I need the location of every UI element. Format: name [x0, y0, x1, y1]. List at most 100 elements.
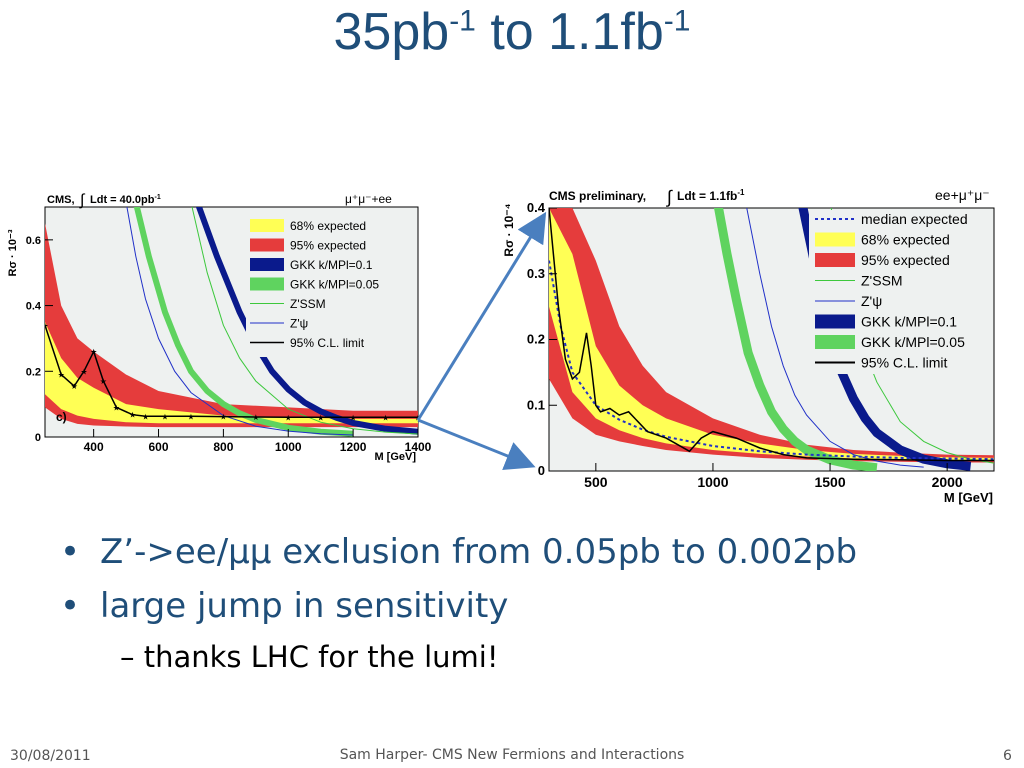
L-legend-label: GKK k/MPl=0.1	[290, 258, 373, 272]
bullet-text: Z’->ee/μμ exclusion from 0.05pb to 0.002…	[100, 532, 858, 572]
footer-center: Sam Harper- CMS New Fermions and Interac…	[339, 747, 685, 763]
bullet-text: large jump in sensitivity	[100, 586, 509, 626]
L-curve-gkk-005	[133, 207, 354, 437]
R-xtick-label: 2000	[932, 474, 963, 490]
plot-right-channel: ee+μ⁺μ⁻	[935, 187, 990, 203]
L-band-68-expected	[45, 322, 418, 424]
L-xtick-label: 800	[213, 440, 233, 454]
R-legend-label: 68% expected	[861, 232, 950, 248]
L-legend-label: GKK k/MPl=0.05	[290, 278, 379, 292]
plot-right-1fb: 500 1000 1500 2000 0 0.1 0.2 0.3 0.4 CMS prelimi…	[497, 178, 1001, 513]
plot-left-ylabel: Rσ · 10⁻³	[7, 229, 19, 276]
slide-title: 35pb-1 to 1.1fb-1	[333, 3, 691, 61]
bullet-item: • Z’->ee/μμ exclusion from 0.05pb to 0.00…	[60, 532, 858, 572]
L-xtick-label: 600	[149, 440, 169, 454]
L-legend-label: 68% expected	[290, 219, 366, 233]
L-legend-label: 95% C.L. limit	[290, 336, 365, 350]
limit-marker: ★	[100, 377, 107, 386]
arrow-to-top	[416, 211, 547, 421]
R-curve-zpsi	[746, 208, 924, 468]
plot-left-40pb: ★★★★★★★★★★★★★★★★★★ 400600800100012001400…	[0, 185, 440, 465]
R-ytick-label: 0.1	[527, 397, 545, 412]
footer-page: 6	[1003, 748, 1012, 764]
L-curve-zssm	[191, 207, 418, 435]
limit-marker: ★	[220, 413, 227, 422]
plot-left-header: CMS,	[47, 194, 75, 206]
integral-sign: ∫	[79, 192, 86, 209]
limit-marker: ★	[350, 413, 357, 422]
limit-marker: ★	[382, 413, 389, 422]
L-ytick-label: 0.2	[26, 366, 41, 378]
L-xtick-label: 1200	[340, 440, 367, 454]
plot-left-xlabel: M [GeV]	[374, 451, 416, 463]
L-ytick-label: 0.6	[26, 235, 41, 247]
R-xtick-label: 1500	[814, 474, 845, 490]
R-legend-label: Z'ψ	[861, 293, 882, 309]
L-curve-zpsi	[126, 207, 354, 436]
R-band-95-expected	[549, 208, 994, 463]
L-curve-95cl-limit	[45, 325, 418, 419]
limit-marker: ★	[129, 411, 136, 420]
L-curve-gkk-01	[195, 207, 418, 435]
bullet-list: • Z’->ee/μμ exclusion from 0.05pb to 0.00…	[60, 532, 980, 674]
L-xtick-label: 1400	[405, 440, 432, 454]
limit-marker: ★	[142, 412, 149, 421]
limit-marker: ★	[285, 413, 292, 422]
limit-marker: ★	[80, 367, 87, 376]
L-legend-swatch	[250, 219, 284, 232]
limit-marker: ★	[317, 413, 324, 422]
limit-marker: ★	[187, 412, 194, 421]
R-legend-label: 95% C.L. limit	[861, 355, 947, 371]
R-ytick-label: 0.2	[527, 332, 545, 347]
R-legend-label: GKK k/MPl=0.1	[861, 314, 957, 330]
L-legend-swatch	[250, 258, 284, 271]
integral-sign: ∫	[665, 187, 673, 207]
plot-left-channel: μ⁺μ⁻+ee	[345, 192, 392, 206]
R-legend-swatch	[815, 232, 855, 247]
R-curve-gkk-005	[713, 208, 878, 471]
R-curve-95cl-limit	[549, 208, 994, 462]
L-legend-label: Z'SSM	[290, 297, 326, 311]
R-legend-swatch	[815, 335, 855, 349]
L-legend-label: Z'ψ	[290, 317, 308, 331]
limit-marker: ★	[252, 413, 259, 422]
L-ytick-label: 0	[35, 432, 41, 444]
R-legend-swatch	[815, 314, 855, 329]
plot-left-lumi: Ldt = 40.0pb-1	[90, 194, 161, 206]
R-legend-label: 95% expected	[861, 252, 950, 268]
limit-marker: ★	[414, 413, 421, 422]
sub-bullet: – thanks LHC for the lumi!	[120, 640, 499, 674]
R-legend-label: GKK k/MPl=0.05	[861, 334, 965, 350]
plot-left-legend: 68% expected 95% expected GKK k/MPl=0.1 GKK…	[250, 219, 379, 350]
L-ytick-label: 0.4	[26, 301, 42, 313]
arrow-to-bottom	[417, 418, 536, 470]
R-curve-median-expected	[549, 260, 994, 461]
plot-right-xlabel: M [GeV]	[944, 490, 993, 505]
bullet-item: • large jump in sensitivity	[60, 586, 509, 626]
R-legend-label: Z'SSM	[861, 273, 903, 289]
R-legend-label: median expected	[861, 211, 968, 227]
plot-left-panel-label: c)	[56, 410, 67, 424]
L-legend-swatch	[250, 238, 284, 252]
R-ytick-label: 0.4	[527, 200, 546, 215]
plot-right-header: CMS preliminary,	[549, 189, 646, 203]
L-xtick-label: 400	[84, 440, 104, 454]
limit-marker: ★	[90, 348, 97, 357]
R-xtick-label: 1000	[697, 474, 728, 490]
R-legend-swatch	[815, 253, 855, 267]
plot-right-legend: median expected 68% expected 95% expected Z…	[815, 211, 968, 371]
plot-right-lumi: Ldt = 1.1fb-1	[677, 188, 745, 203]
R-ytick-label: 0.3	[527, 266, 545, 281]
L-legend-swatch	[250, 277, 284, 291]
limit-marker: ★	[113, 403, 120, 412]
footer-date: 30/08/2011	[10, 748, 91, 764]
plot-right-ylabel: Rσ · 10⁻⁴	[502, 203, 516, 256]
limit-marker: ★	[41, 321, 48, 330]
limit-marker: ★	[161, 412, 168, 421]
limit-marker: ★	[71, 382, 78, 391]
R-xtick-label: 500	[584, 474, 608, 490]
R-ytick-label: 0	[538, 463, 545, 478]
L-xtick-label: 1000	[275, 440, 302, 454]
L-legend-label: 95% expected	[290, 239, 366, 253]
